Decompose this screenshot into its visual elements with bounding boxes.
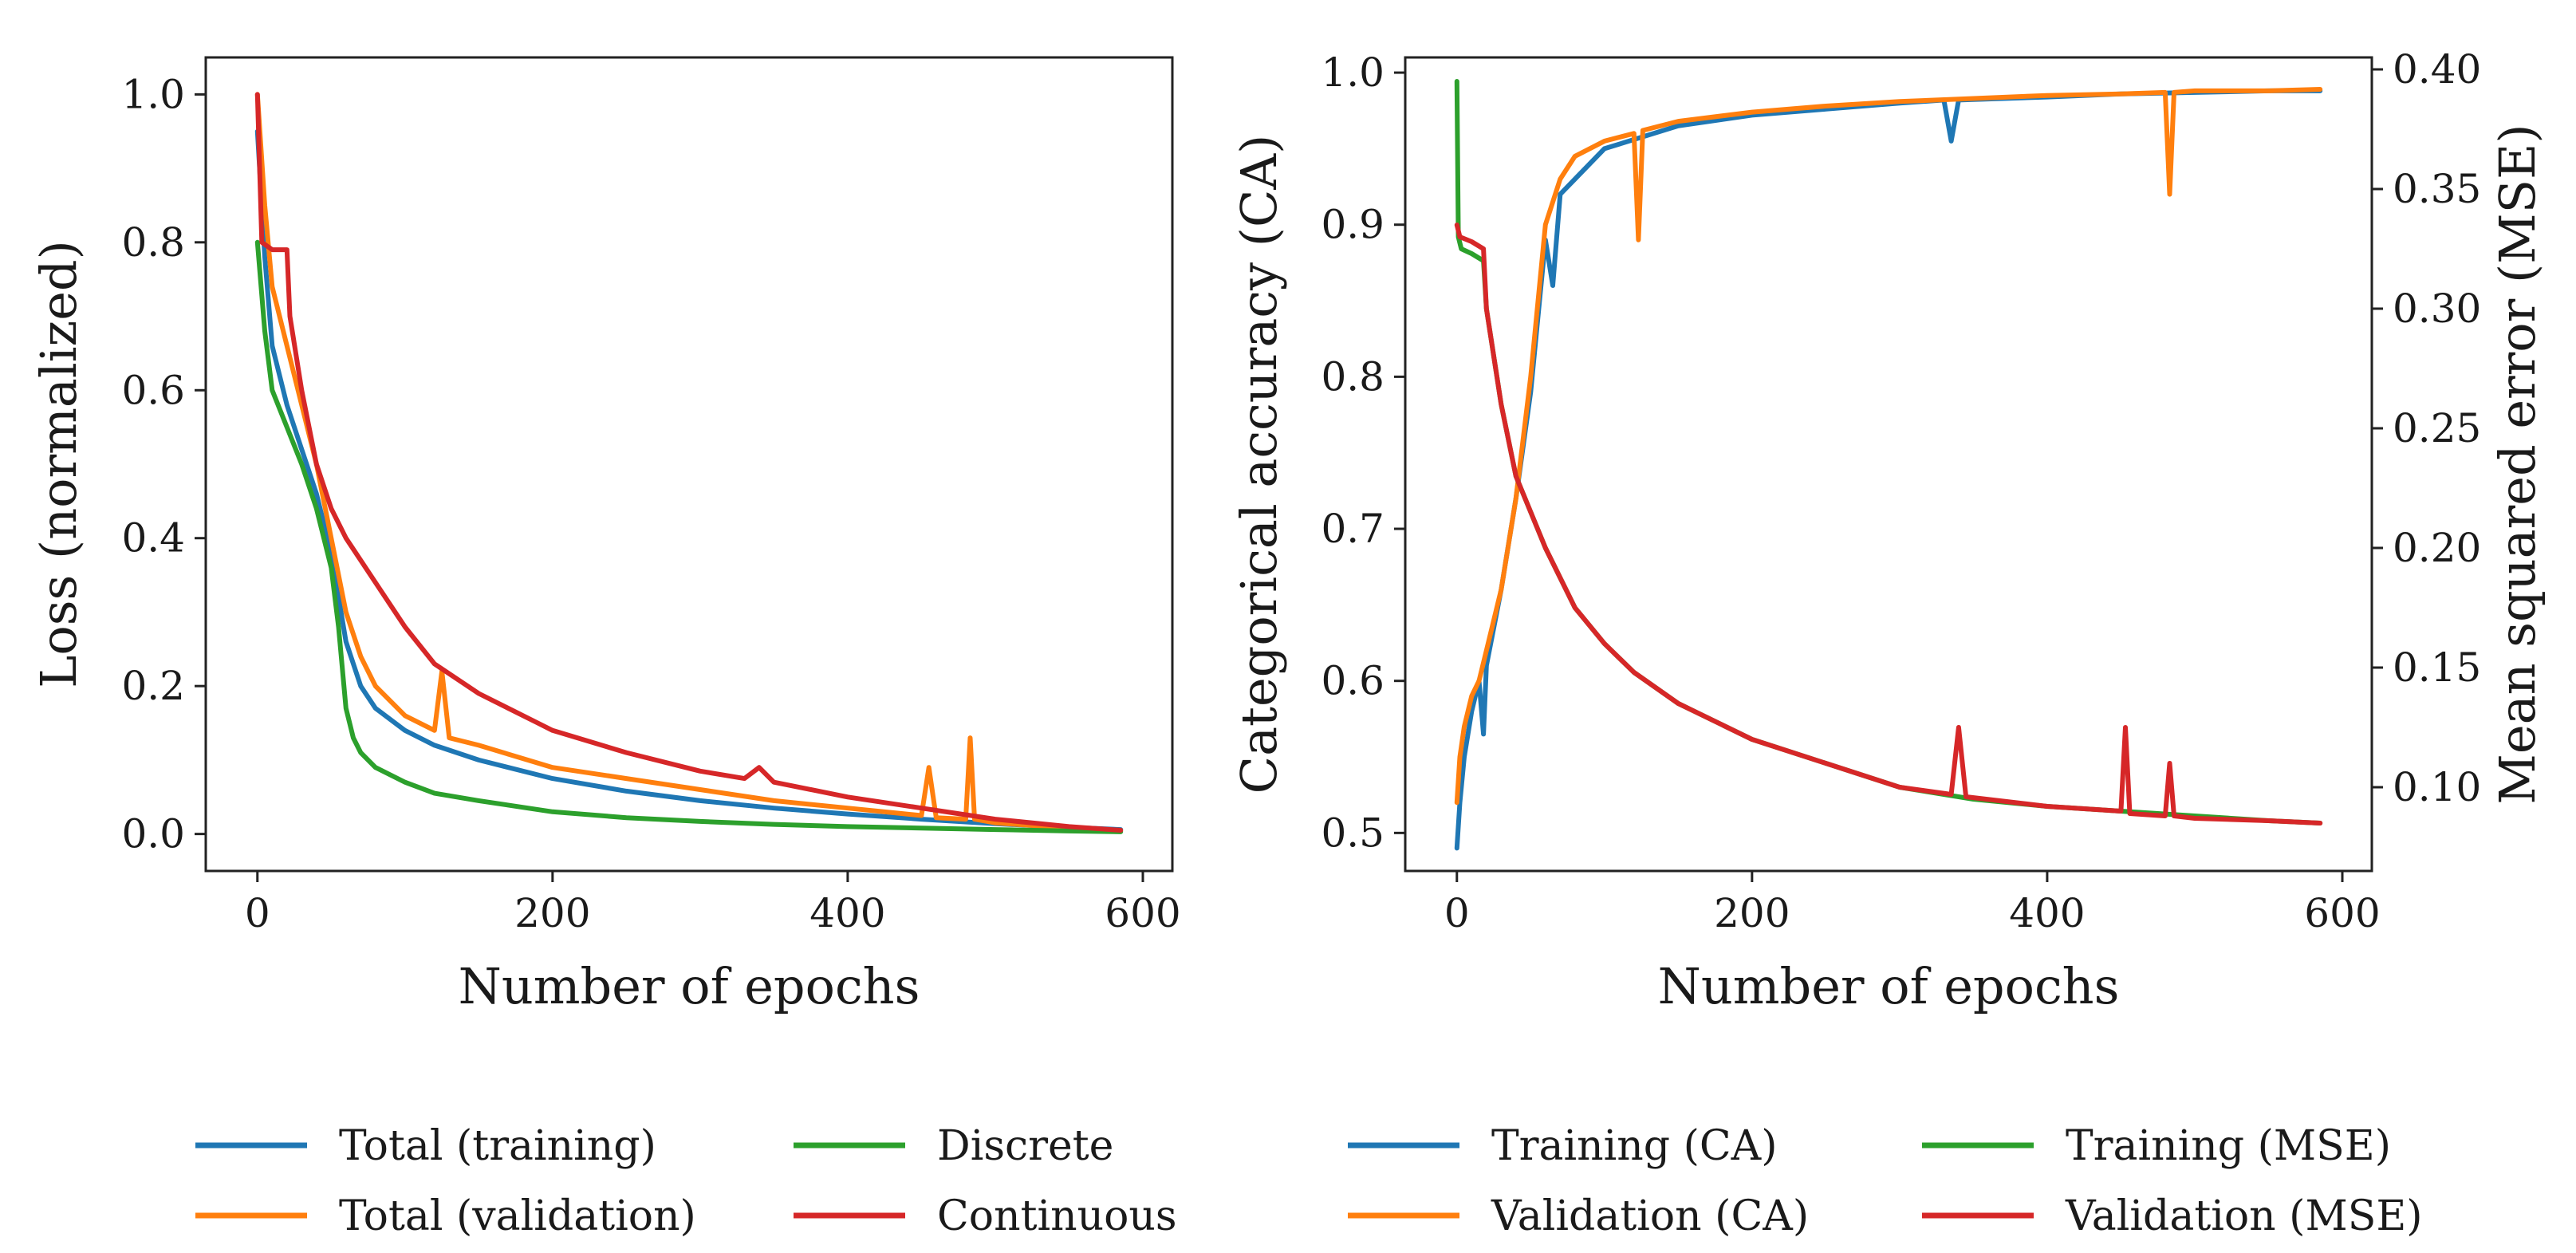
series-line-validation-ca — [1454, 87, 2323, 806]
x-tick-label: 600 — [1105, 890, 1180, 936]
accuracy-x-axis-label: Number of epochs — [1658, 957, 2120, 1015]
loss-plot-frame — [204, 56, 1174, 873]
legend-label-training-mse: Training (MSE) — [2066, 1122, 2391, 1170]
mse-y-axis-label: Mean squared error (MSE) — [2488, 124, 2546, 804]
y-tick-label: 0.7 — [1321, 506, 1385, 552]
accuracy-y-axis-label: Categorical accuracy (CA) — [1230, 135, 1288, 794]
loss-legend: Total (training) Total (validation) Discre… — [195, 1122, 1177, 1240]
legend-label-total-training: Total (training) — [339, 1122, 656, 1170]
y-tick-label: 1.0 — [121, 71, 185, 117]
y-tick-label: 0.0 — [121, 811, 185, 857]
accuracy-y-ticks-left: 0.5 0.6 0.7 0.8 0.9 1.0 — [1321, 49, 1405, 856]
series-line-training-mse — [1454, 79, 2323, 825]
loss-y-ticks: 0.0 0.2 0.4 0.6 0.8 1.0 — [121, 71, 206, 857]
y-right-tick-label: 0.35 — [2393, 166, 2481, 212]
accuracy-plot-frame — [1404, 56, 2373, 873]
y-tick-label: 0.6 — [121, 367, 185, 413]
loss-x-ticks: 0 200 400 600 — [245, 871, 1181, 936]
series-line-validation-mse — [1454, 223, 2323, 825]
y-right-tick-label: 0.25 — [2393, 405, 2481, 451]
series-line-training-ca — [1454, 88, 2323, 851]
y-tick-label: 0.9 — [1321, 202, 1385, 248]
legend-label-training-ca: Training (CA) — [1491, 1122, 1778, 1170]
x-tick-label: 400 — [809, 890, 885, 936]
y-right-tick-label: 0.40 — [2393, 46, 2481, 93]
y-tick-label: 0.8 — [1321, 353, 1385, 400]
legend-label-validation-ca: Validation (CA) — [1491, 1192, 1809, 1240]
x-tick-label: 0 — [245, 890, 270, 936]
x-tick-label: 200 — [514, 890, 590, 936]
accuracy-legend: Training (CA) Validation (CA) Training (MS… — [1348, 1122, 2423, 1240]
x-tick-label: 0 — [1444, 890, 1470, 936]
loss-chart: 0 200 400 600 0.0 0.2 0.4 0.6 0.8 1.0 Number of … — [30, 56, 1181, 1015]
series-line-total-training — [254, 128, 1124, 833]
loss-series-group — [254, 92, 1124, 834]
legend-label-total-validation: Total (validation) — [339, 1192, 696, 1240]
y-right-tick-label: 0.20 — [2393, 525, 2481, 571]
legend-label-continuous: Continuous — [937, 1192, 1177, 1240]
y-right-tick-label: 0.10 — [2393, 764, 2481, 810]
series-line-continuous — [254, 92, 1124, 833]
mse-y-ticks-right: 0.10 0.15 0.20 0.25 0.30 0.35 0.40 — [2372, 46, 2481, 810]
x-tick-label: 200 — [1714, 890, 1790, 936]
accuracy-x-ticks: 0 200 400 600 — [1444, 871, 2381, 936]
x-tick-label: 400 — [2009, 890, 2085, 936]
y-tick-label: 0.5 — [1321, 810, 1385, 856]
legend-label-validation-mse: Validation (MSE) — [2065, 1192, 2423, 1240]
y-tick-label: 0.4 — [121, 515, 185, 561]
y-tick-label: 1.0 — [1321, 49, 1385, 96]
series-line-total-validation — [254, 92, 1124, 833]
series-line-discrete — [254, 239, 1124, 834]
legend-label-discrete: Discrete — [937, 1122, 1113, 1170]
y-right-tick-label: 0.30 — [2393, 286, 2481, 332]
x-tick-label: 600 — [2304, 890, 2380, 936]
accuracy-series-group — [1454, 79, 2323, 851]
loss-y-axis-label: Loss (normalized) — [30, 240, 88, 688]
loss-x-axis-label: Number of epochs — [459, 957, 920, 1015]
y-tick-label: 0.8 — [121, 219, 185, 266]
y-tick-label: 0.2 — [121, 663, 185, 709]
accuracy-mse-chart: 0 200 400 600 0.50.60.70.80.91.0 0.100.150.… — [1230, 46, 2546, 1015]
y-tick-label: 0.6 — [1321, 658, 1385, 704]
y-right-tick-label: 0.15 — [2393, 644, 2481, 691]
